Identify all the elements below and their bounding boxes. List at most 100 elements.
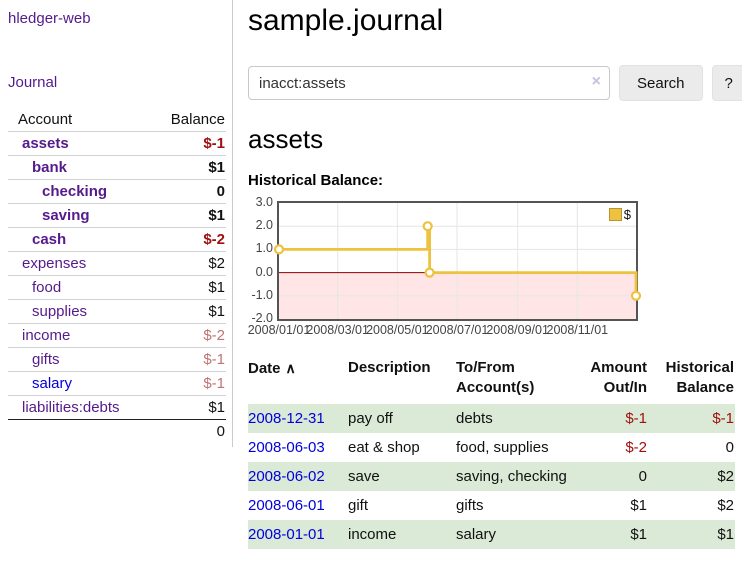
transaction-balance: $1 <box>717 526 734 543</box>
account-balance: $-2 <box>145 323 226 348</box>
y-tick-label: -1.0 <box>251 287 273 302</box>
page-title: sample.journal <box>248 4 444 37</box>
account-balance: $1 <box>145 299 226 324</box>
transaction-amount: $-2 <box>625 439 647 456</box>
x-tick-label: 2008/01/01 <box>247 323 311 337</box>
account-link-cash[interactable]: cash <box>32 231 67 248</box>
chart-plot-area: $ <box>273 201 642 321</box>
register-header-amount: Amount Out/In <box>590 359 647 396</box>
account-balance: $1 <box>145 395 226 420</box>
accounts-total-row: 0 <box>8 420 226 444</box>
account-row: saving $1 <box>8 203 226 228</box>
transaction-date-link[interactable]: 2008-06-02 <box>248 468 325 485</box>
account-balance: $1 <box>145 203 226 228</box>
sidebar: hledger-web Journal Account Balance asse… <box>0 0 233 447</box>
account-row: expenses $2 <box>8 251 226 276</box>
chart-legend: $ <box>606 206 633 223</box>
y-tick-label: 1.0 <box>255 241 273 256</box>
transaction-row: 2008-12-31 pay off debts $-1 $-1 <box>248 404 735 433</box>
x-tick-label: 2008/09/01 <box>486 323 549 337</box>
brand-link[interactable]: hledger-web <box>8 10 91 27</box>
search-form: × Search ? <box>248 65 742 101</box>
transaction-date-link[interactable]: 2008-06-03 <box>248 439 325 456</box>
register-header-description: Description <box>348 359 431 376</box>
account-link-income[interactable]: income <box>22 327 71 344</box>
account-link-supplies[interactable]: supplies <box>32 303 88 320</box>
transaction-date-link[interactable]: 2008-12-31 <box>248 410 325 427</box>
register-header-historical: Historical Balance <box>665 359 734 396</box>
account-balance: $-2 <box>145 227 226 252</box>
transaction-row: 2008-01-01 income salary $1 $1 <box>248 520 735 549</box>
chart-title: Historical Balance: <box>248 172 384 189</box>
account-balance: $1 <box>145 275 226 300</box>
transaction-balance: $2 <box>717 497 734 514</box>
account-link-checking[interactable]: checking <box>42 183 108 200</box>
register-header-date[interactable]: Date ∧ <box>248 360 296 377</box>
account-link-gifts[interactable]: gifts <box>32 351 60 368</box>
search-input[interactable] <box>248 66 610 100</box>
transaction-description: save <box>348 468 380 485</box>
account-link-assets[interactable]: assets <box>22 135 69 152</box>
search-button[interactable]: Search <box>619 65 703 101</box>
chart-y-axis: 3.0 2.0 1.0 0.0 -1.0 -2.0 <box>248 195 277 325</box>
transaction-balance: $-1 <box>712 410 734 427</box>
register-table: Date ∧ Description To/From Account(s) Amount… <box>248 356 735 549</box>
transaction-accounts: salary <box>456 526 497 543</box>
clear-search-icon[interactable]: × <box>591 73 601 90</box>
y-tick-label: 0.0 <box>255 264 273 279</box>
account-row: liabilities:debts $1 <box>8 395 226 420</box>
x-tick-label: 2008/05/01 <box>366 323 429 337</box>
transaction-description: gift <box>348 497 369 514</box>
account-row: bank $1 <box>8 155 226 180</box>
account-row: salary $-1 <box>8 371 226 396</box>
help-button[interactable]: ? <box>711 65 742 101</box>
account-row: income $-2 <box>8 323 226 348</box>
account-row: gifts $-1 <box>8 347 226 372</box>
account-balance: $-1 <box>145 131 226 156</box>
legend-label: $ <box>623 207 631 222</box>
account-link-salary[interactable]: salary <box>32 375 73 392</box>
accounts-header-account: Account <box>8 108 146 132</box>
account-row: cash $-2 <box>8 227 226 252</box>
transaction-date-link[interactable]: 2008-01-01 <box>248 526 325 543</box>
account-link-food[interactable]: food <box>32 279 62 296</box>
transaction-row: 2008-06-03 eat & shop food, supplies $-2 0 <box>248 433 735 462</box>
transaction-accounts: gifts <box>456 497 484 514</box>
x-tick-label: 2008/11/01 <box>546 323 609 337</box>
sidebar-item-journal[interactable]: Journal <box>8 74 58 91</box>
account-link-liabilities-debts[interactable]: liabilities:debts <box>22 399 120 416</box>
y-tick-label: -2.0 <box>251 311 273 325</box>
transaction-amount: $1 <box>630 526 647 543</box>
transaction-balance: $2 <box>717 468 734 485</box>
account-row: supplies $1 <box>8 299 226 324</box>
y-tick-label: 3.0 <box>255 195 273 209</box>
transaction-date-link[interactable]: 2008-06-01 <box>248 497 325 514</box>
accounts-table: Account Balance assets $-1 bank $1 checking 0… <box>8 108 226 443</box>
account-link-saving[interactable]: saving <box>42 207 90 224</box>
transaction-amount: $-1 <box>625 410 647 427</box>
accounts-total-balance: 0 <box>216 423 225 440</box>
transaction-accounts: debts <box>456 410 493 427</box>
account-balance: $-1 <box>145 371 226 396</box>
account-row: assets $-1 <box>8 131 226 156</box>
transaction-description: eat & shop <box>348 439 420 456</box>
account-balance: $-1 <box>145 347 226 372</box>
x-tick-label: 2008/03/01 <box>306 323 369 337</box>
register-header-row: Date ∧ Description To/From Account(s) Amount… <box>248 356 735 404</box>
sort-ascending-icon: ∧ <box>285 360 296 376</box>
transaction-accounts: saving, checking <box>456 468 567 485</box>
chart-x-axis: 2008/01/01 2008/03/01 2008/05/01 2008/07/01… <box>248 321 638 339</box>
historical-balance-chart: 3.0 2.0 1.0 0.0 -1.0 -2.0 $ 2008/01/01 2008/03… <box>248 195 742 339</box>
app-window: hledger-web Journal Account Balance asse… <box>0 0 742 549</box>
account-row: food $1 <box>8 275 226 300</box>
transaction-accounts: food, supplies <box>456 439 549 456</box>
transaction-description: pay off <box>348 410 393 427</box>
account-link-expenses[interactable]: expenses <box>22 255 87 272</box>
account-link-bank[interactable]: bank <box>32 159 68 176</box>
accounts-header-row: Account Balance <box>8 108 226 132</box>
transaction-row: 2008-06-01 gift gifts $1 $2 <box>248 491 735 520</box>
transaction-description: income <box>348 526 397 543</box>
register-header-to: To/From Account(s) <box>456 359 535 396</box>
y-tick-label: 2.0 <box>255 218 273 233</box>
accounts-header-balance: Balance <box>145 108 226 132</box>
